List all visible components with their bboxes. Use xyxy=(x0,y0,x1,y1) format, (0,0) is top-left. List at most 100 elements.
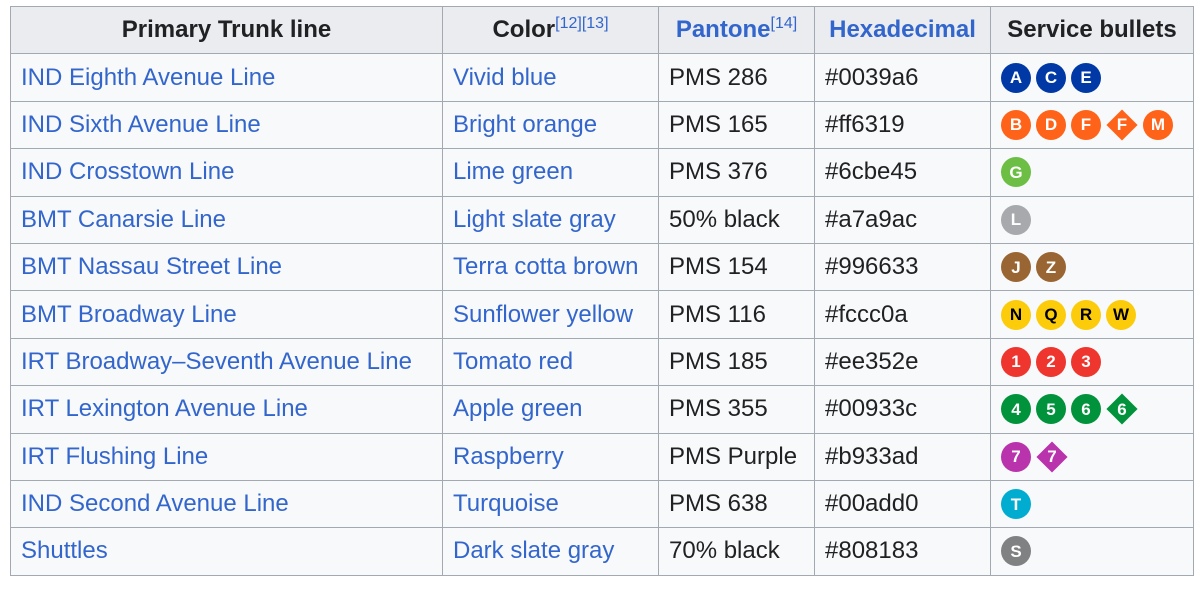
trunk-line-link[interactable]: IND Second Avenue Line xyxy=(21,490,289,518)
color-name-cell: Terra cotta brown xyxy=(442,242,659,292)
subway-colors-table: Primary Trunk line Color[12][13] Pantone… xyxy=(10,5,1194,576)
trunk-line-cell: IND Second Avenue Line xyxy=(10,479,443,529)
trunk-line-link[interactable]: IRT Broadway–Seventh Avenue Line xyxy=(21,347,412,375)
service-bullet-icon[interactable]: E xyxy=(1071,62,1101,93)
service-bullet-icon[interactable]: C xyxy=(1036,62,1066,93)
service-bullet-icon[interactable]: 7 xyxy=(1001,441,1031,472)
service-bullet-label: F xyxy=(1116,115,1128,135)
service-bullet-icon[interactable]: D xyxy=(1036,109,1066,140)
trunk-line-cell: IND Crosstown Line xyxy=(10,148,443,197)
service-bullet-icon[interactable]: M xyxy=(1143,109,1173,140)
hex-cell: #996633 xyxy=(814,242,991,292)
service-bullet-icon[interactable]: Z xyxy=(1036,252,1066,283)
pantone-link[interactable]: Pantone xyxy=(675,16,771,44)
service-bullet-diamond-icon[interactable]: 6 xyxy=(1106,393,1138,425)
color-name-link[interactable]: Sunflower yellow xyxy=(453,300,634,328)
color-name-link[interactable]: Bright orange xyxy=(453,110,598,138)
color-name-cell: Light slate gray xyxy=(442,195,659,244)
table-row: IND Sixth Avenue Line Bright orange PMS 16… xyxy=(10,100,1194,150)
service-bullet-icon[interactable]: 6 xyxy=(1071,394,1101,425)
service-bullet-icon[interactable]: F xyxy=(1071,109,1101,140)
table-row: BMT Canarsie Line Light slate gray 50% bla… xyxy=(10,195,1194,244)
service-bullet-icon[interactable]: 2 xyxy=(1036,346,1066,377)
trunk-line-link[interactable]: IRT Lexington Avenue Line xyxy=(21,395,308,423)
service-bullet-icon[interactable]: R xyxy=(1071,299,1101,330)
table-body: IND Eighth Avenue Line Vivid blue PMS 286 #… xyxy=(10,53,1194,576)
hex-cell: #ee352e xyxy=(814,337,991,387)
service-bullet-icon[interactable]: J xyxy=(1001,252,1031,283)
trunk-line-link[interactable]: Shuttles xyxy=(21,537,108,565)
table-row: BMT Nassau Street Line Terra cotta brown P… xyxy=(10,242,1194,292)
pantone-citation-link[interactable]: [14] xyxy=(770,15,798,33)
table-row: Shuttles Dark slate gray 70% black #808183 S xyxy=(10,527,1194,576)
trunk-line-link[interactable]: IND Sixth Avenue Line xyxy=(21,110,261,138)
header-row: Primary Trunk line Color[12][13] Pantone… xyxy=(10,5,1194,55)
trunk-line-link[interactable]: IND Eighth Avenue Line xyxy=(21,63,276,91)
trunk-line-cell: BMT Nassau Street Line xyxy=(10,242,443,292)
service-bullet-diamond-icon[interactable]: 7 xyxy=(1036,441,1068,473)
hex-cell: #6cbe45 xyxy=(814,148,991,197)
hex-cell: #00add0 xyxy=(814,479,991,529)
hex-cell: #a7a9ac xyxy=(814,195,991,244)
service-bullet-icon[interactable]: 5 xyxy=(1036,394,1066,425)
service-bullets-cell: G xyxy=(990,148,1194,197)
table-row: IRT Broadway–Seventh Avenue Line Tomato r… xyxy=(10,337,1194,387)
color-name-link[interactable]: Dark slate gray xyxy=(453,537,615,565)
color-name-cell: Lime green xyxy=(442,148,659,197)
service-bullet-icon[interactable]: N xyxy=(1001,299,1031,330)
trunk-line-link[interactable]: IND Crosstown Line xyxy=(21,158,235,186)
trunk-line-link[interactable]: BMT Broadway Line xyxy=(21,300,237,328)
header-hexadecimal: Hexadecimal xyxy=(814,5,991,55)
trunk-line-link[interactable]: BMT Nassau Street Line xyxy=(21,253,283,281)
service-bullet-diamond-icon[interactable]: F xyxy=(1106,109,1138,141)
color-name-link[interactable]: Light slate gray xyxy=(453,205,616,233)
color-name-link[interactable]: Vivid blue xyxy=(453,63,557,91)
service-bullet-icon[interactable]: S xyxy=(1001,536,1031,567)
table-row: BMT Broadway Line Sunflower yellow PMS 116… xyxy=(10,290,1194,339)
trunk-line-cell: IRT Flushing Line xyxy=(10,432,443,481)
color-name-link[interactable]: Turquoise xyxy=(453,490,559,518)
trunk-line-link[interactable]: IRT Flushing Line xyxy=(21,442,209,470)
service-bullet-icon[interactable]: L xyxy=(1001,204,1031,235)
color-name-link[interactable]: Tomato red xyxy=(453,347,574,375)
hex-cell: #0039a6 xyxy=(814,53,991,102)
service-bullet-icon[interactable]: G xyxy=(1001,157,1031,188)
hex-cell: #b933ad xyxy=(814,432,991,481)
service-bullet-icon[interactable]: Q xyxy=(1036,299,1066,330)
service-bullet-icon[interactable]: 1 xyxy=(1001,346,1031,377)
hexadecimal-link[interactable]: Hexadecimal xyxy=(829,16,976,44)
service-bullet-icon[interactable]: A xyxy=(1001,62,1031,93)
color-citation-link[interactable]: [12][13] xyxy=(555,15,609,33)
trunk-line-link[interactable]: BMT Canarsie Line xyxy=(21,205,226,233)
pantone-cell: PMS 355 xyxy=(658,385,815,434)
color-name-cell: Dark slate gray xyxy=(442,527,659,576)
table-row: IRT Flushing Line Raspberry PMS Purple #b93… xyxy=(10,432,1194,481)
pantone-cell: PMS Purple xyxy=(658,432,815,481)
service-bullet-icon[interactable]: 4 xyxy=(1001,394,1031,425)
service-bullet-icon[interactable]: B xyxy=(1001,109,1031,140)
color-name-link[interactable]: Lime green xyxy=(453,158,574,186)
table-row: IND Second Avenue Line Turquoise PMS 638 #0… xyxy=(10,479,1194,529)
service-bullet-icon[interactable]: 3 xyxy=(1071,346,1101,377)
pantone-cell: PMS 116 xyxy=(658,290,815,339)
service-bullet-icon[interactable]: W xyxy=(1106,299,1136,330)
color-name-link[interactable]: Terra cotta brown xyxy=(453,253,639,281)
service-bullets-cell: L xyxy=(990,195,1194,244)
header-service-bullets: Service bullets xyxy=(990,5,1194,55)
pantone-cell: PMS 286 xyxy=(658,53,815,102)
color-name-cell: Tomato red xyxy=(442,337,659,387)
service-bullets-cell: S xyxy=(990,527,1194,576)
service-bullet-icon[interactable]: T xyxy=(1001,489,1031,520)
color-name-link[interactable]: Raspberry xyxy=(453,442,564,470)
color-name-link[interactable]: Apple green xyxy=(453,395,583,423)
pantone-cell: 70% black xyxy=(658,527,815,576)
color-name-cell: Apple green xyxy=(442,385,659,434)
pantone-cell: PMS 154 xyxy=(658,242,815,292)
color-name-cell: Sunflower yellow xyxy=(442,290,659,339)
